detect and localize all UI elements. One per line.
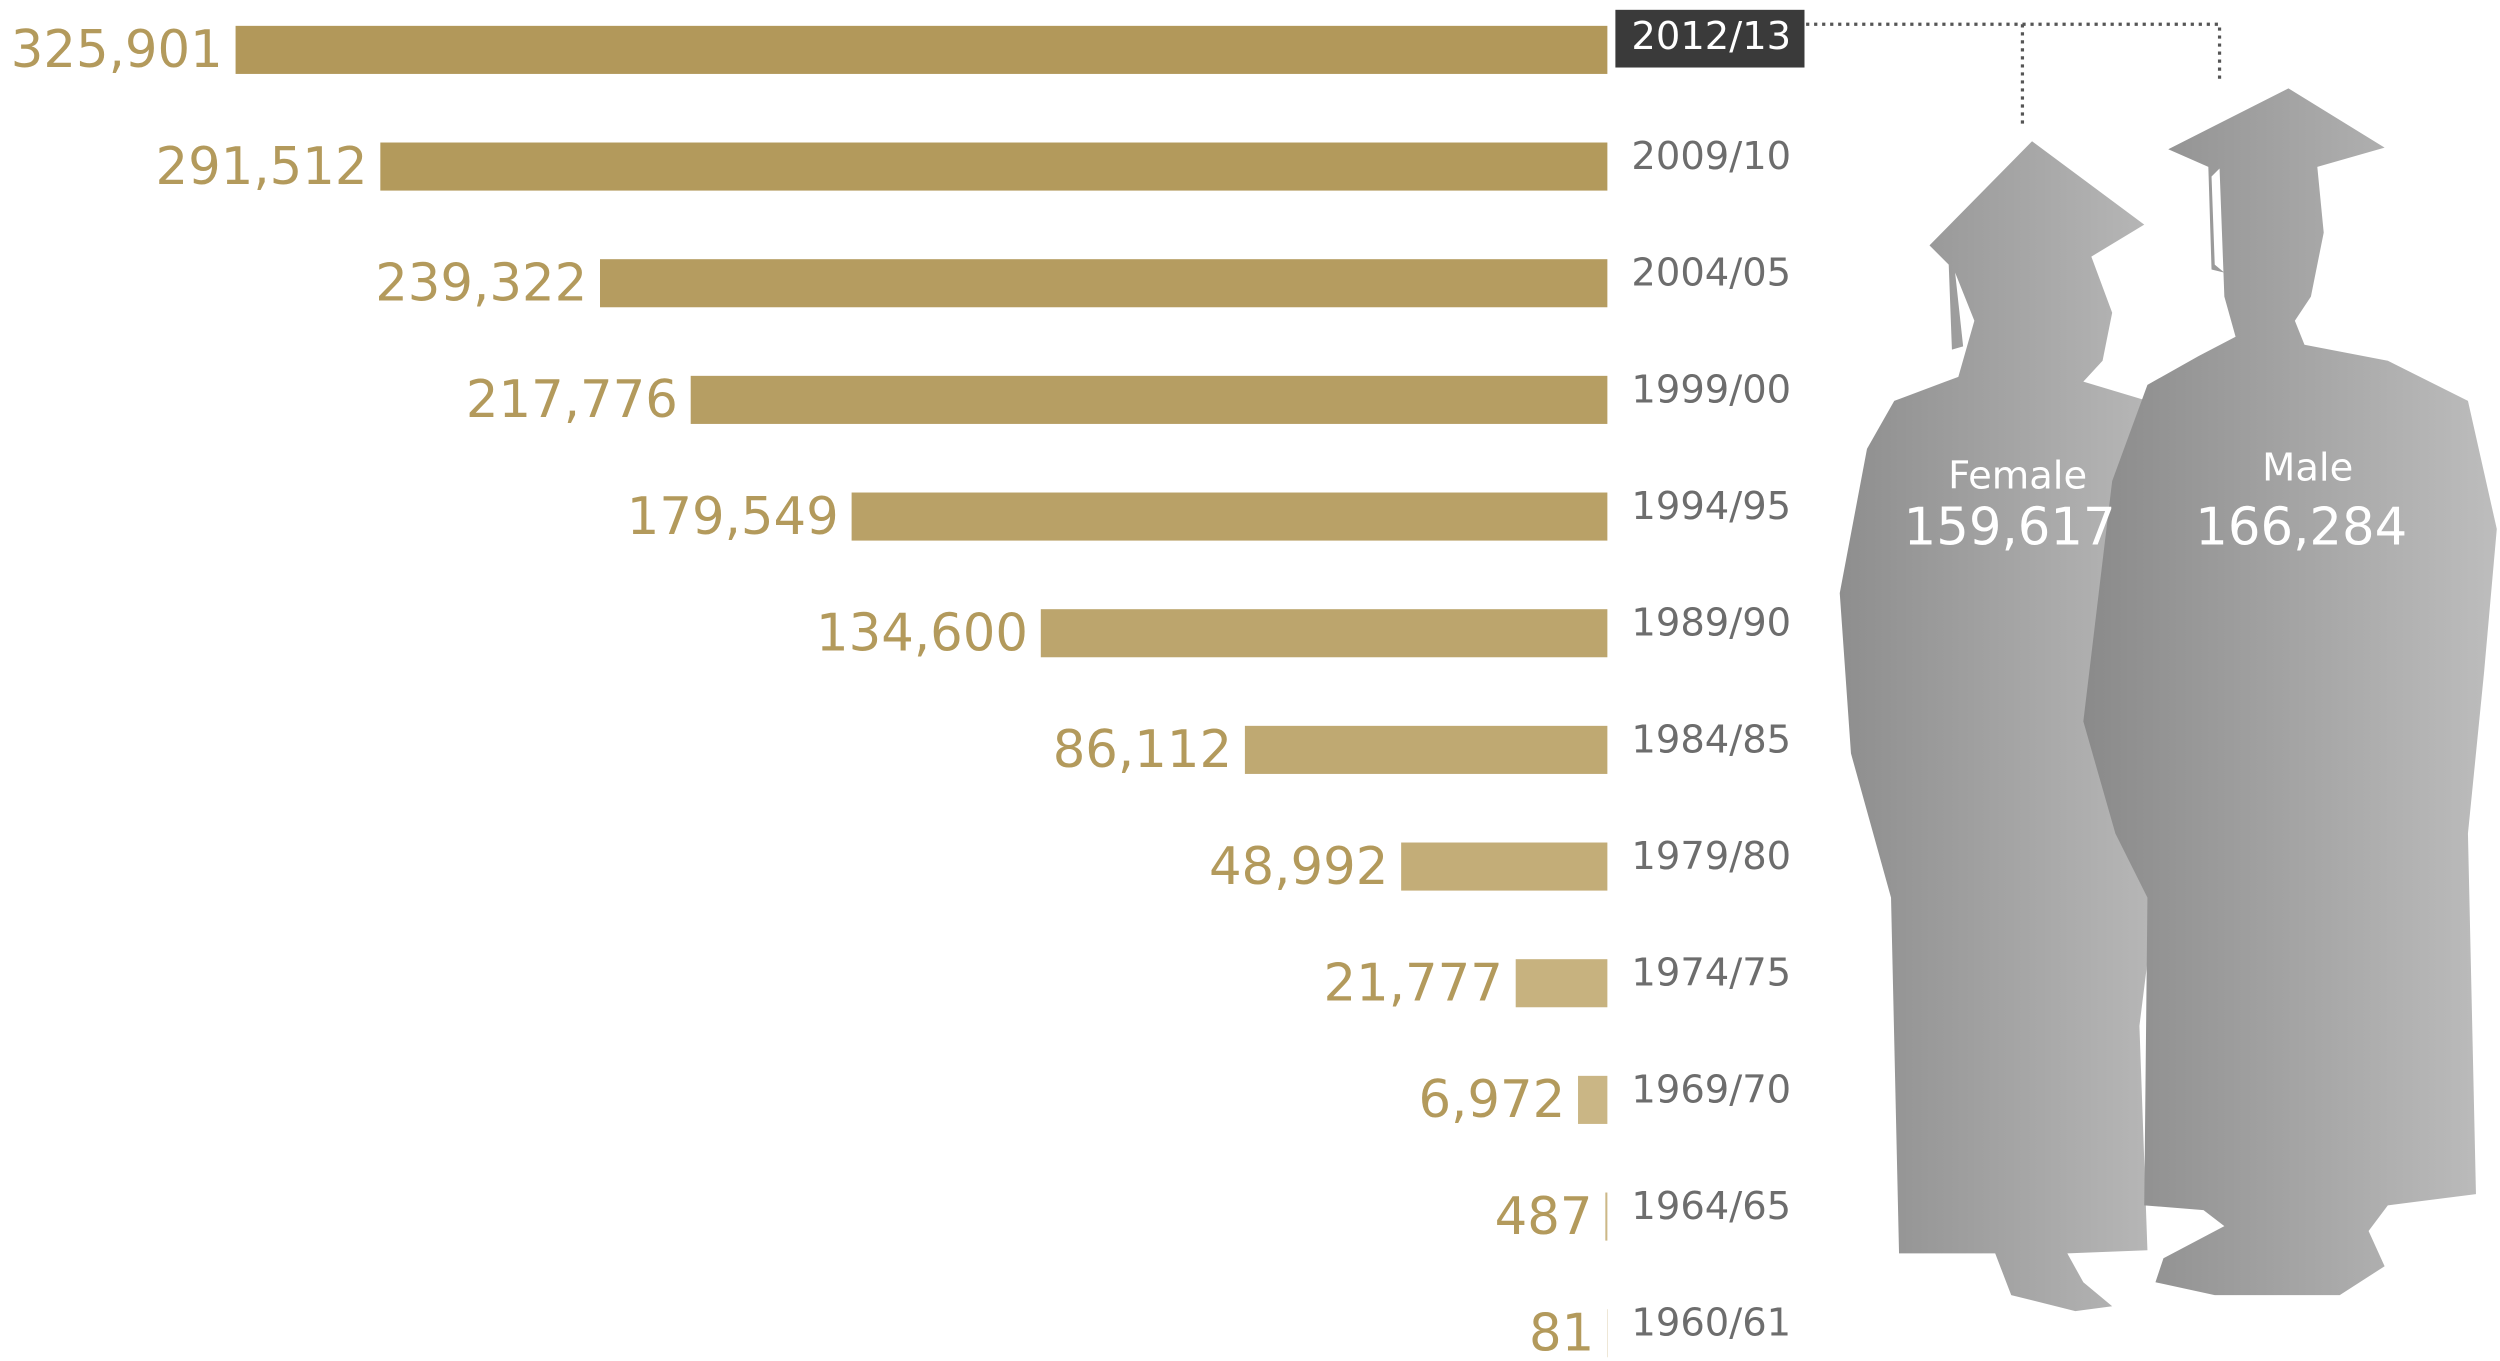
bar (1605, 1193, 1607, 1241)
category-label: 2009/10 (1631, 134, 1791, 179)
bar (1401, 843, 1607, 891)
value-label: 291,512 (156, 137, 368, 197)
category-label: 1984/85 (1631, 717, 1791, 762)
value-label: 487 (1495, 1187, 1593, 1247)
category-label: 2012/13 (1631, 14, 1791, 59)
value-label: 325,901 (11, 20, 223, 80)
value-label: 81 (1529, 1303, 1594, 1361)
value-label: 217,776 (466, 370, 678, 430)
category-label: 1964/65 (1631, 1184, 1791, 1229)
category-label: 2004/05 (1631, 251, 1791, 296)
category-label: 1994/95 (1631, 484, 1791, 529)
bar (380, 143, 1607, 191)
page: {"chart_data": { "type": "bar", "orienta… (0, 0, 2500, 1361)
value-label: 48,992 (1209, 837, 1388, 897)
bar (852, 493, 1608, 541)
connector (1806, 24, 2219, 125)
category-label: 1999/00 (1631, 367, 1791, 412)
value-label: 134,600 (816, 603, 1028, 663)
bar (236, 26, 1608, 74)
bar (1245, 726, 1607, 774)
bar (600, 259, 1607, 307)
category-label: 1979/80 (1631, 834, 1791, 879)
value-label: 6,972 (1418, 1070, 1565, 1130)
figure-value: 166,284 (2195, 498, 2407, 558)
value-label: 86,112 (1053, 720, 1232, 780)
male-figure (2083, 88, 2496, 1295)
figure-value: 159,617 (1904, 498, 2116, 558)
category-label: 1960/61 (1631, 1301, 1791, 1346)
category-label: 1989/90 (1631, 601, 1791, 646)
bar (1578, 1076, 1607, 1124)
bar (1041, 609, 1608, 657)
value-label: 239,322 (375, 253, 587, 313)
figure-label: Male (2262, 445, 2353, 490)
value-label: 179,549 (627, 487, 839, 547)
chart: Female 159,617 Male 166,284 325,901 2012/… (0, 0, 2500, 1361)
figure-label: Female (1948, 453, 2087, 498)
bar (691, 376, 1608, 424)
bar (1516, 959, 1608, 1007)
value-label: 21,777 (1323, 953, 1502, 1013)
category-label: 1969/70 (1631, 1067, 1791, 1112)
category-label: 1974/75 (1631, 951, 1791, 996)
